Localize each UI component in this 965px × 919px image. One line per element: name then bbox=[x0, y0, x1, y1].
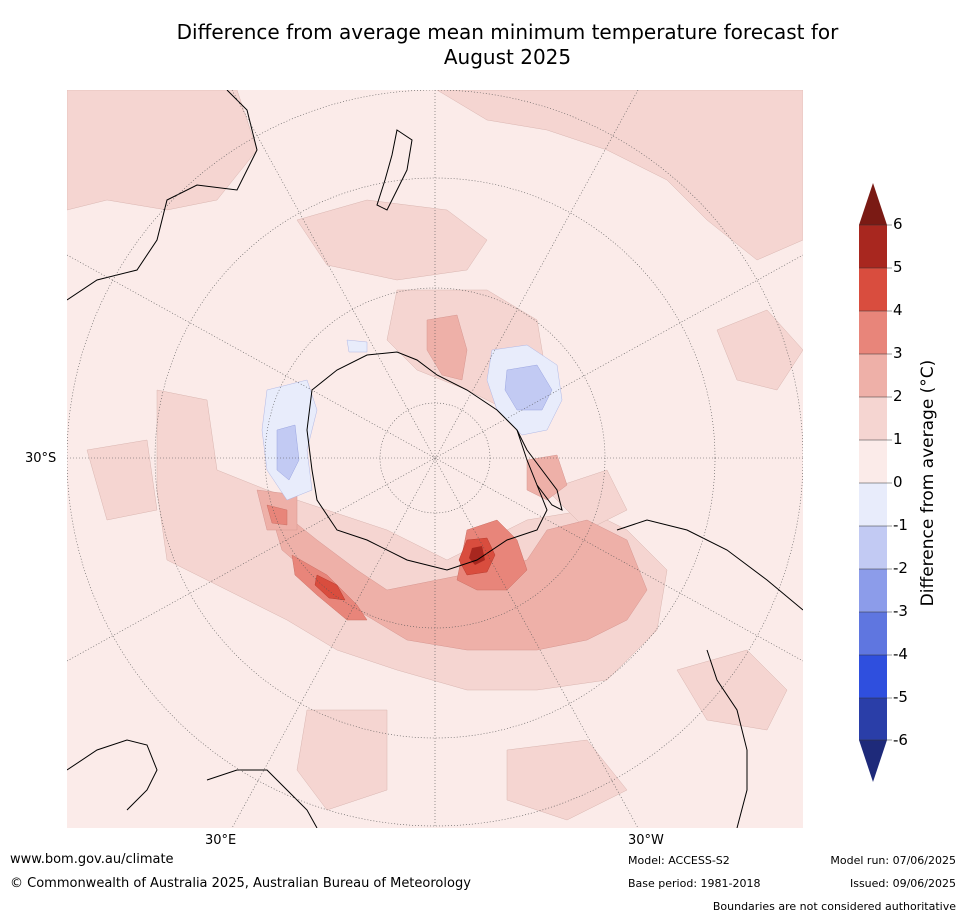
antarctic-peninsula-coastline bbox=[516, 429, 563, 511]
colorbar-band bbox=[859, 440, 887, 483]
colorbar bbox=[858, 180, 918, 785]
colorbar-band bbox=[859, 526, 887, 569]
model-run-text: Model run: 07/06/2025 bbox=[830, 854, 956, 867]
colorbar-tick-label: 3 bbox=[893, 344, 903, 362]
colorbar-tick-label: -3 bbox=[893, 602, 908, 620]
website-link[interactable]: www.bom.gov.au/climate bbox=[10, 852, 174, 867]
colorbar-svg bbox=[859, 183, 892, 782]
colorbar-tick-label: 0 bbox=[893, 473, 903, 491]
colorbar-title: Difference from average (°C) bbox=[918, 359, 938, 607]
australia-coastline bbox=[67, 90, 258, 301]
new-zealand-coastline bbox=[376, 129, 413, 211]
base-period-text: Base period: 1981-2018 bbox=[628, 877, 761, 890]
colorbar-extend-bottom bbox=[859, 740, 887, 782]
colorbar-extend-top bbox=[859, 183, 887, 225]
colorbar-tick-label: -4 bbox=[893, 645, 908, 663]
graticule bbox=[67, 90, 803, 828]
lat-label-30s: 30°S bbox=[25, 451, 57, 466]
colorbar-tick-label: 5 bbox=[893, 258, 903, 276]
antarctica-coastline bbox=[306, 351, 548, 571]
colorbar-band bbox=[859, 354, 887, 397]
colorbar-band bbox=[859, 311, 887, 354]
africa-coastline bbox=[67, 739, 318, 828]
colorbar-band bbox=[859, 612, 887, 655]
south-america-coastline bbox=[616, 519, 803, 828]
colorbar-tick-label: -2 bbox=[893, 559, 908, 577]
lon-label-30e: 30°E bbox=[205, 833, 237, 848]
colorbar-band bbox=[859, 225, 887, 268]
colorbar-band bbox=[859, 483, 887, 526]
anomaly-5to6-regions bbox=[469, 546, 485, 565]
colorbar-tick-label: 4 bbox=[893, 301, 903, 319]
colorbar-tick-label: 6 bbox=[893, 215, 903, 233]
lon-label-30w: 30°W bbox=[628, 833, 664, 848]
map-title: Difference from average mean minimum tem… bbox=[120, 20, 895, 70]
issued-text: Issued: 09/06/2025 bbox=[849, 877, 956, 890]
model-text: Model: ACCESS-S2 bbox=[628, 854, 730, 867]
polar-map-svg bbox=[67, 90, 803, 828]
colorbar-band bbox=[859, 397, 887, 440]
colorbar-tick-label: -1 bbox=[893, 516, 908, 534]
colorbar-tick-label: -6 bbox=[893, 731, 908, 749]
colorbar-band bbox=[859, 569, 887, 612]
anomaly-neg2to-1-regions bbox=[276, 364, 553, 481]
coastlines bbox=[67, 90, 803, 828]
colorbar-band bbox=[859, 698, 887, 740]
map-title-line1: Difference from average mean minimum tem… bbox=[176, 20, 839, 44]
colorbar-tick-label: -5 bbox=[893, 688, 908, 706]
colorbar-tick-lines bbox=[859, 224, 892, 741]
copyright-text: © Commonwealth of Australia 2025, Austra… bbox=[10, 876, 471, 891]
disclaimer-text: Boundaries are not considered authoritat… bbox=[712, 900, 956, 913]
colorbar-tick-label: 1 bbox=[893, 430, 903, 448]
colorbar-tick-label: 2 bbox=[893, 387, 903, 405]
map-panel bbox=[67, 90, 803, 828]
map-title-line2: August 2025 bbox=[443, 45, 572, 69]
colorbar-band bbox=[859, 268, 887, 311]
colorbar-band bbox=[859, 655, 887, 698]
